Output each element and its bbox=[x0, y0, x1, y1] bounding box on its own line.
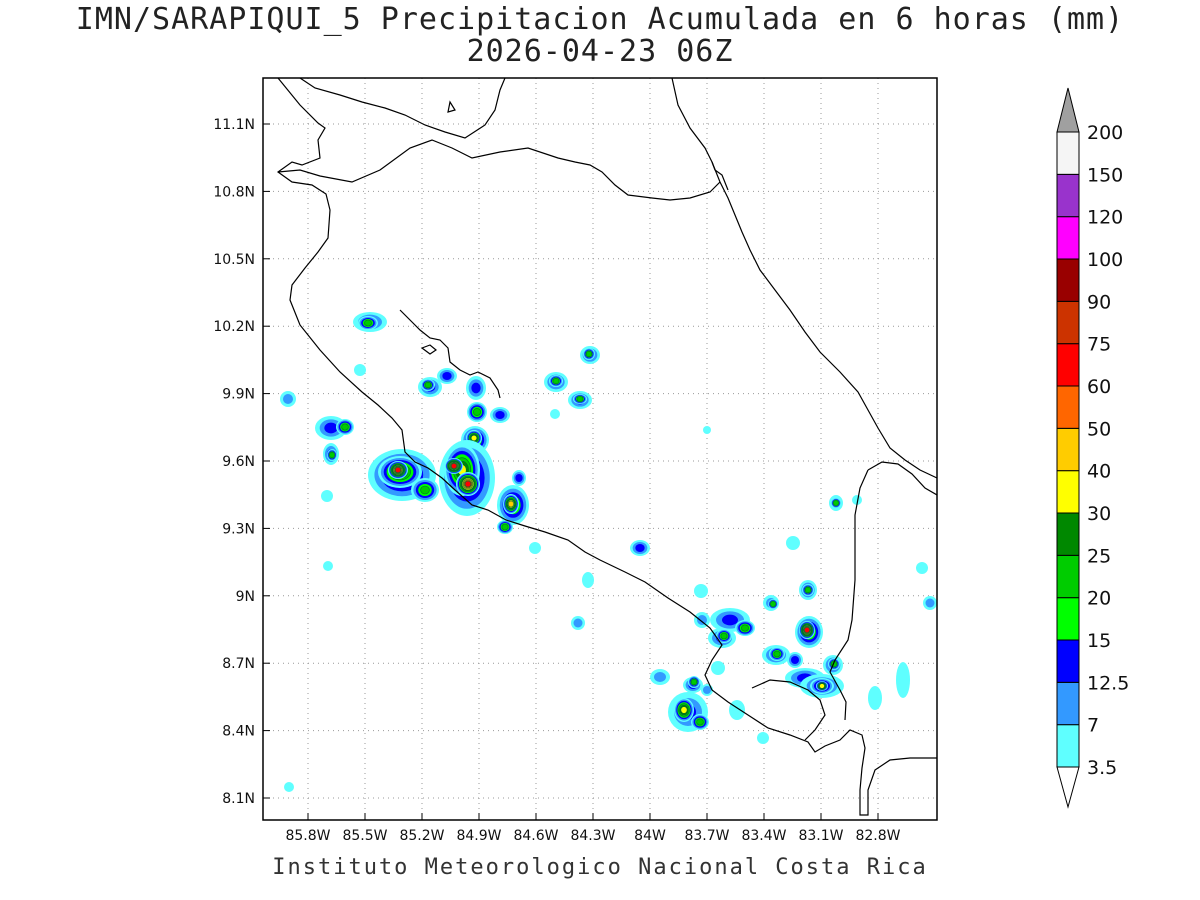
colorbar-swatch bbox=[1056, 724, 1080, 768]
colorbar-label: 25 bbox=[1087, 545, 1111, 567]
colorbar-min-arrow bbox=[1056, 766, 1080, 809]
colorbar-swatch bbox=[1056, 216, 1080, 260]
lat-tick-label: 8.1N bbox=[222, 791, 255, 807]
lon-tick-label: 83.7W bbox=[684, 828, 729, 844]
lat-tick-label: 8.7N bbox=[222, 656, 255, 672]
lat-tick-label: 10.8N bbox=[213, 184, 255, 200]
map-background bbox=[263, 78, 937, 820]
colorbar-swatch bbox=[1056, 131, 1080, 175]
lon-tick-label: 82.8W bbox=[855, 828, 900, 844]
panama-border bbox=[867, 461, 937, 496]
colorbar-swatch bbox=[1056, 300, 1080, 345]
lat-tick-label: 10.5N bbox=[213, 252, 255, 268]
colorbar-swatch bbox=[1056, 681, 1080, 726]
lat-lon-grid bbox=[263, 78, 937, 820]
colorbar-swatch bbox=[1056, 385, 1080, 429]
latitude-labels: 11.1N 10.8N 10.5N 10.2N 9.9N 9.6N 9.3N 9N 8.7N 8.… bbox=[213, 117, 270, 807]
lat-tick-label: 10.2N bbox=[213, 319, 255, 335]
colorbar-label: 7 bbox=[1087, 715, 1099, 737]
gulf-of-nicoya bbox=[399, 309, 501, 399]
lake-nicaragua bbox=[299, 78, 506, 139]
pacific-coastline bbox=[276, 78, 937, 816]
precipitation-field bbox=[280, 312, 937, 792]
colorbar-label: 200 bbox=[1087, 122, 1123, 144]
lat-tick-label: 9.6N bbox=[222, 454, 255, 470]
colorbar-max-arrow bbox=[1056, 87, 1080, 133]
colorbar-swatch bbox=[1056, 554, 1080, 599]
colorbar-label: 150 bbox=[1087, 164, 1123, 186]
lon-tick-label: 83.1W bbox=[798, 828, 843, 844]
lon-tick-label: 83.4W bbox=[741, 828, 786, 844]
lon-tick-label: 85.8W bbox=[285, 828, 330, 844]
colorbar-label: 12.5 bbox=[1087, 672, 1129, 694]
colorbar-swatch bbox=[1056, 512, 1080, 556]
map-title: IMN/SARAPIQUI_5 Precipitacion Acumulada … bbox=[75, 2, 1125, 37]
lat-tick-label: 9.9N bbox=[222, 387, 255, 403]
colorbar-label: 60 bbox=[1087, 376, 1111, 398]
colorbar-label: 120 bbox=[1087, 207, 1123, 229]
colorbar-swatch bbox=[1056, 343, 1080, 387]
lon-tick-label: 85.5W bbox=[342, 828, 387, 844]
colorbar-swatch bbox=[1056, 639, 1080, 683]
lon-tick-label: 84.9W bbox=[456, 828, 501, 844]
lat-tick-label: 8.4N bbox=[222, 724, 255, 740]
footer-credit: Instituto Meteorologico Nacional Costa R… bbox=[272, 855, 928, 880]
map-subtitle: 2026-04-23 06Z bbox=[466, 34, 734, 69]
colorbar-label: 50 bbox=[1087, 418, 1111, 440]
colorbar-label: 75 bbox=[1087, 334, 1111, 356]
longitude-labels: 85.8W 85.5W 85.2W 84.9W 84.6W 84.3W 84W 83.7W 83… bbox=[285, 813, 901, 844]
colorbar-label: 20 bbox=[1087, 588, 1111, 610]
colorbar-swatch bbox=[1056, 470, 1080, 514]
lon-tick-label: 84.3W bbox=[570, 828, 615, 844]
colorbar-label: 15 bbox=[1087, 630, 1111, 652]
colorbar-swatch bbox=[1056, 597, 1080, 641]
lat-tick-label: 11.1N bbox=[213, 117, 255, 133]
colorbar-label: 30 bbox=[1087, 503, 1111, 525]
colorbar-label: 40 bbox=[1087, 461, 1111, 483]
lon-tick-label: 85.2W bbox=[399, 828, 444, 844]
colorbar-label: 3.5 bbox=[1087, 757, 1117, 779]
colorbar-swatch bbox=[1056, 173, 1080, 218]
nicaragua-border bbox=[277, 139, 721, 201]
colorbar-swatch bbox=[1056, 258, 1080, 302]
colorbar-swatch bbox=[1056, 427, 1080, 472]
coastlines bbox=[276, 78, 937, 816]
lon-tick-label: 84.6W bbox=[513, 828, 558, 844]
lon-tick-label: 84W bbox=[634, 828, 666, 844]
osa-peninsula bbox=[751, 679, 826, 741]
caribbean-coastline bbox=[671, 78, 937, 479]
colorbar-label: 100 bbox=[1087, 249, 1123, 271]
colorbar-legend: 3.5 7 12.5 15 20 25 30 40 50 60 75 90 100 120 150 200 bbox=[1056, 87, 1129, 809]
lat-tick-label: 9.3N bbox=[222, 521, 255, 537]
colorbar-label: 90 bbox=[1087, 291, 1111, 313]
lat-tick-label: 9N bbox=[236, 589, 255, 605]
map-frame bbox=[262, 77, 938, 821]
